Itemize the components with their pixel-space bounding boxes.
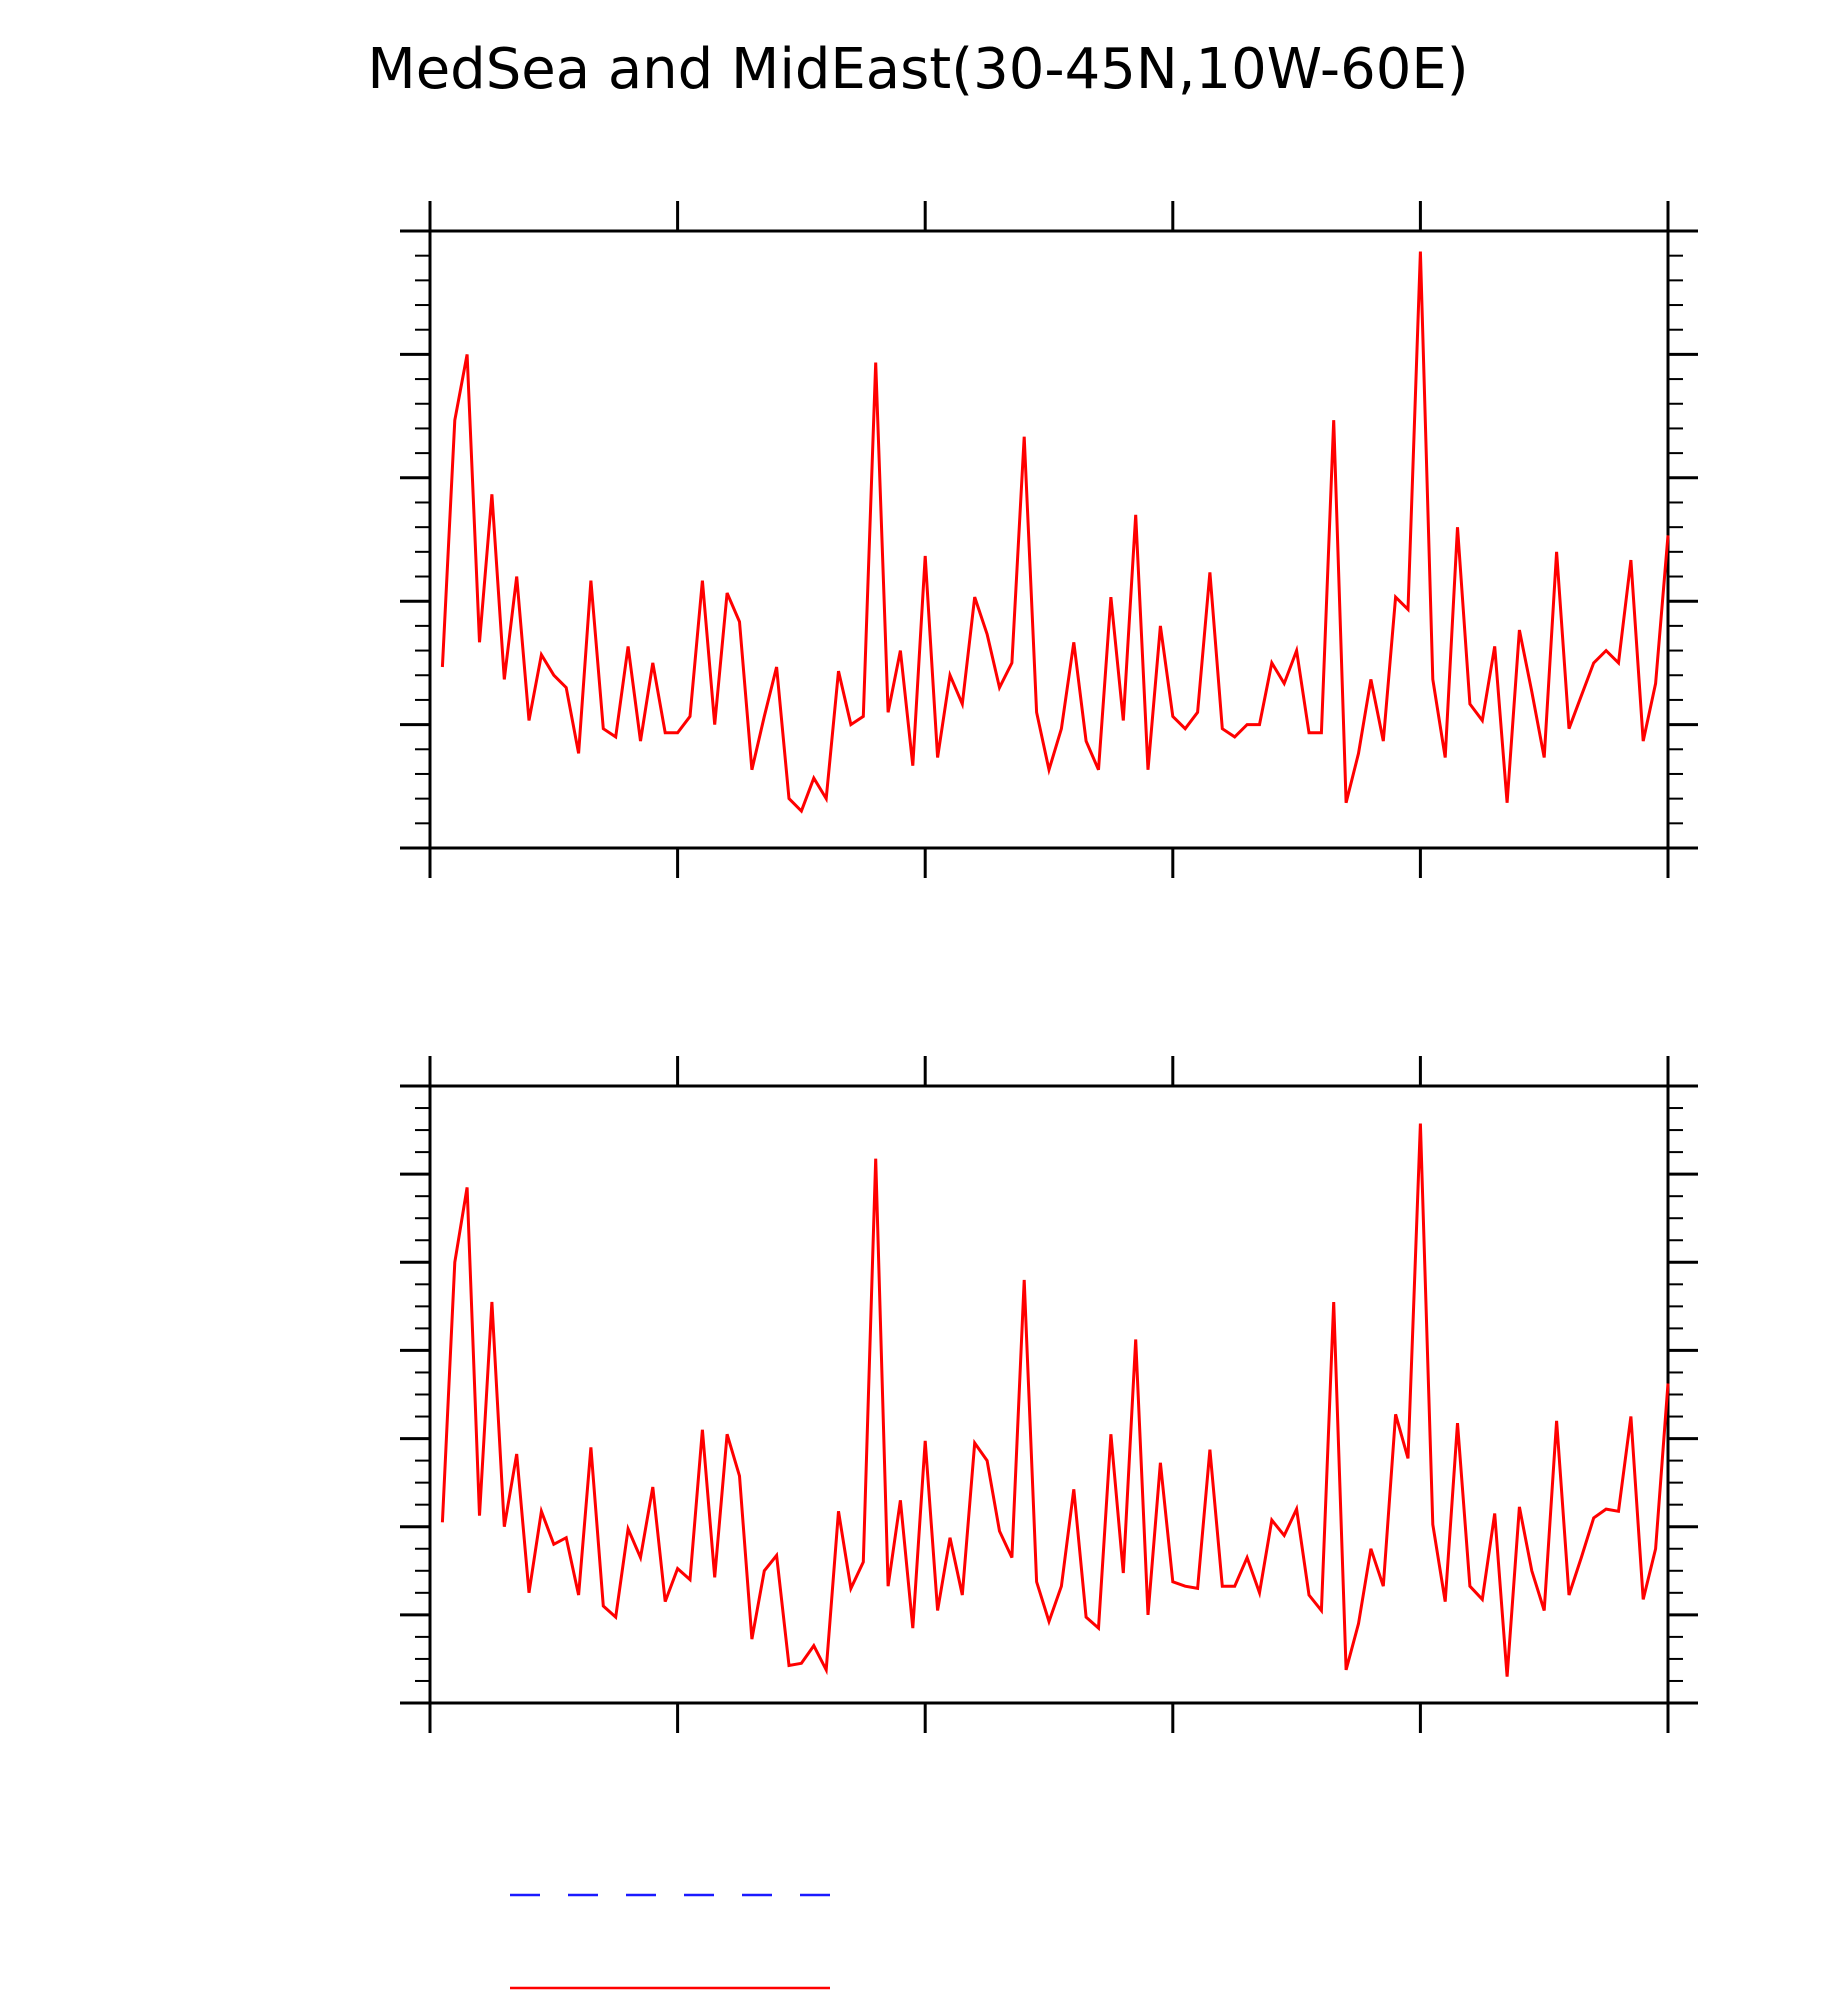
chart-panel-snow-ice <box>400 1056 1698 1733</box>
legend <box>510 1893 830 1990</box>
plot-frame <box>428 229 1670 850</box>
page-title: MedSea and MidEast(30-45N,10W-60E) <box>367 37 1468 102</box>
series-line <box>440 1123 1670 1677</box>
series-line <box>440 251 1670 814</box>
chart-panel-snow-liquid-water <box>400 201 1698 878</box>
